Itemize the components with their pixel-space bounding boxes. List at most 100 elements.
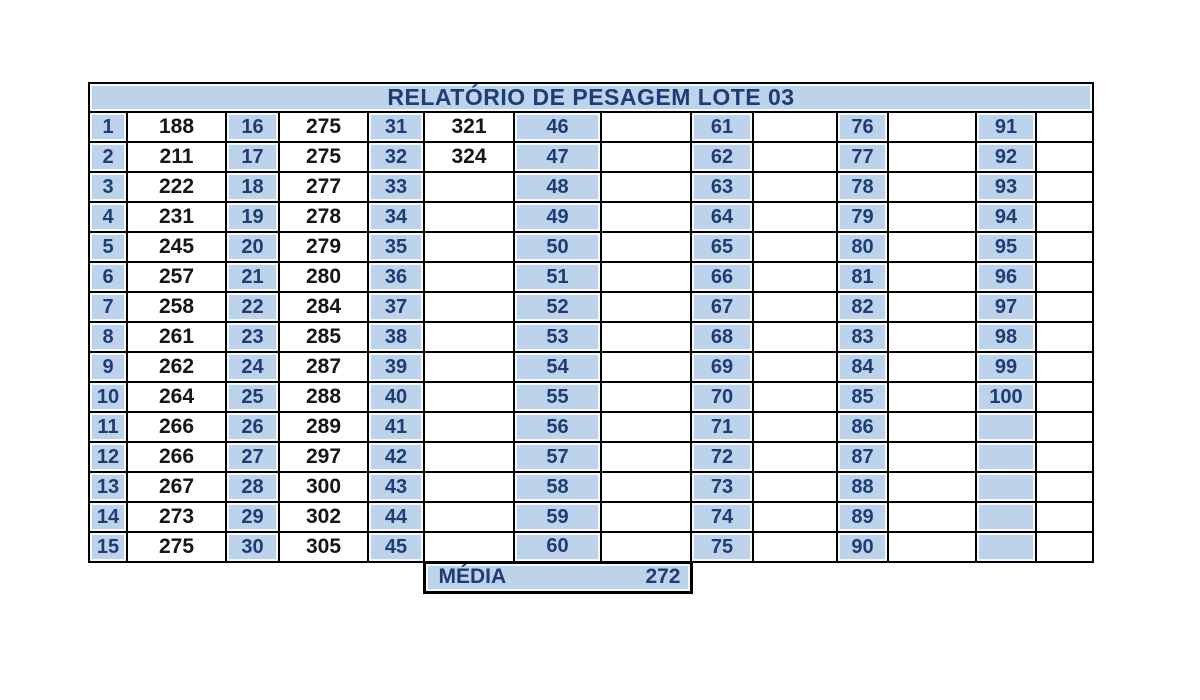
index-cell: 73 <box>690 471 754 503</box>
index-cell: 37 <box>367 291 425 323</box>
weight-cell <box>423 261 515 293</box>
weight-cell: 321 <box>423 111 515 143</box>
index-cell: 43 <box>367 471 425 503</box>
index-cell: 78 <box>836 171 889 203</box>
report-title: RELATÓRIO DE PESAGEM LOTE 03 <box>88 82 1094 113</box>
index-cell: 96 <box>975 261 1037 293</box>
weight-cell <box>752 291 838 323</box>
weight-cell <box>423 531 515 563</box>
weight-cell <box>887 321 977 353</box>
table-row: 5 245 20 279 35 50 65 80 95 <box>88 231 1094 263</box>
weight-cell <box>1035 231 1094 263</box>
index-cell: 13 <box>88 471 128 503</box>
index-cell: 28 <box>225 471 280 503</box>
weight-cell <box>1035 441 1094 473</box>
index-cell: 48 <box>513 171 602 203</box>
weight-cell: 222 <box>126 171 227 203</box>
weight-cell <box>887 411 977 443</box>
index-cell: 40 <box>367 381 425 413</box>
weight-cell <box>423 171 515 203</box>
index-cell: 55 <box>513 381 602 413</box>
index-cell: 89 <box>836 501 889 533</box>
weight-cell <box>887 351 977 383</box>
index-cell: 50 <box>513 231 602 263</box>
index-cell: 18 <box>225 171 280 203</box>
weight-cell <box>600 441 692 473</box>
weight-cell: 277 <box>278 171 369 203</box>
index-cell: 19 <box>225 201 280 233</box>
index-cell <box>975 531 1037 563</box>
index-cell: 95 <box>975 231 1037 263</box>
index-cell: 21 <box>225 261 280 293</box>
table-row: 8 261 23 285 38 53 68 83 98 <box>88 321 1094 353</box>
index-cell: 46 <box>513 111 602 143</box>
weight-cell <box>1035 501 1094 533</box>
table-row: 7 258 22 284 37 52 67 82 97 <box>88 291 1094 323</box>
weight-cell: 279 <box>278 231 369 263</box>
index-cell: 4 <box>88 201 128 233</box>
index-cell: 17 <box>225 141 280 173</box>
index-cell: 32 <box>367 141 425 173</box>
media-row: MÉDIA 272 <box>89 560 1093 594</box>
weight-cell: 275 <box>278 111 369 143</box>
weight-cell <box>752 411 838 443</box>
weight-cell <box>600 231 692 263</box>
index-cell: 63 <box>690 171 754 203</box>
index-cell: 75 <box>690 531 754 563</box>
index-cell: 69 <box>690 351 754 383</box>
weight-cell <box>887 111 977 143</box>
index-cell: 72 <box>690 441 754 473</box>
weight-cell <box>600 321 692 353</box>
index-cell: 90 <box>836 531 889 563</box>
index-cell: 26 <box>225 411 280 443</box>
weight-cell <box>1035 351 1094 383</box>
index-cell: 53 <box>513 321 602 353</box>
weight-cell <box>752 201 838 233</box>
index-cell: 14 <box>88 501 128 533</box>
index-cell: 88 <box>836 471 889 503</box>
index-cell: 10 <box>88 381 128 413</box>
index-cell: 23 <box>225 321 280 353</box>
index-cell: 49 <box>513 201 602 233</box>
index-cell: 65 <box>690 231 754 263</box>
index-cell: 33 <box>367 171 425 203</box>
index-cell: 83 <box>836 321 889 353</box>
weight-cell <box>600 111 692 143</box>
index-cell: 76 <box>836 111 889 143</box>
weight-cell <box>1035 261 1094 293</box>
weight-cell: 211 <box>126 141 227 173</box>
weight-cell: 273 <box>126 501 227 533</box>
weight-cell <box>752 171 838 203</box>
table-row: 9 262 24 287 39 54 69 84 99 <box>88 351 1094 383</box>
index-cell: 100 <box>975 381 1037 413</box>
index-cell: 84 <box>836 351 889 383</box>
weight-cell <box>752 111 838 143</box>
weight-cell <box>887 231 977 263</box>
weight-cell: 231 <box>126 201 227 233</box>
index-cell: 82 <box>836 291 889 323</box>
weight-cell <box>423 351 515 383</box>
index-cell: 70 <box>690 381 754 413</box>
index-cell: 30 <box>225 531 280 563</box>
weight-cell: 266 <box>126 411 227 443</box>
weight-cell <box>752 381 838 413</box>
weight-cell: 264 <box>126 381 227 413</box>
weight-cell: 289 <box>278 411 369 443</box>
index-cell: 85 <box>836 381 889 413</box>
index-cell: 93 <box>975 171 1037 203</box>
weight-cell: 262 <box>126 351 227 383</box>
index-cell: 77 <box>836 141 889 173</box>
index-cell: 15 <box>88 531 128 563</box>
index-cell: 52 <box>513 291 602 323</box>
index-cell: 3 <box>88 171 128 203</box>
weight-cell: 258 <box>126 291 227 323</box>
table-row: 13 267 28 300 43 58 73 88 <box>88 471 1094 503</box>
index-cell: 12 <box>88 441 128 473</box>
weight-cell <box>600 411 692 443</box>
index-cell: 99 <box>975 351 1037 383</box>
weight-cell: 297 <box>278 441 369 473</box>
weight-cell <box>423 501 515 533</box>
weight-cell <box>1035 141 1094 173</box>
weight-cell: 280 <box>278 261 369 293</box>
table-row: 11 266 26 289 41 56 71 86 <box>88 411 1094 443</box>
